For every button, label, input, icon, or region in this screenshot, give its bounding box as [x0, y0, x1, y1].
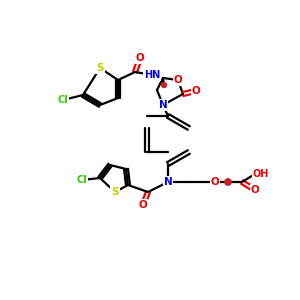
Text: OH: OH: [253, 169, 269, 179]
Text: O: O: [250, 185, 260, 195]
Text: Cl: Cl: [58, 95, 68, 105]
Text: S: S: [111, 187, 119, 197]
Text: N: N: [164, 177, 172, 187]
Text: O: O: [136, 53, 144, 63]
Circle shape: [225, 179, 231, 185]
Text: Cl: Cl: [76, 175, 87, 185]
Text: O: O: [211, 177, 219, 187]
Text: O: O: [174, 75, 182, 85]
Text: S: S: [96, 63, 104, 73]
Text: HN: HN: [144, 70, 160, 80]
Text: O: O: [192, 86, 200, 96]
Circle shape: [161, 82, 166, 88]
Text: N: N: [159, 100, 167, 110]
Text: O: O: [139, 200, 147, 210]
